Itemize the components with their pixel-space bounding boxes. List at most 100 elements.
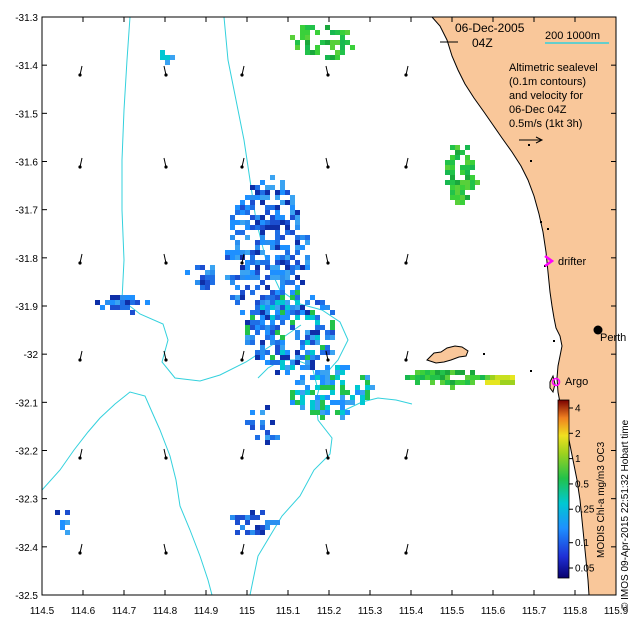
chl-pixel bbox=[285, 365, 290, 370]
chl-pixel bbox=[235, 210, 240, 215]
chl-pixel bbox=[295, 310, 300, 315]
chl-pixel bbox=[265, 525, 270, 530]
chl-pixel bbox=[270, 270, 275, 275]
chl-pixel bbox=[295, 290, 300, 295]
chl-pixel bbox=[500, 375, 505, 380]
chl-pixel bbox=[165, 55, 170, 60]
chl-pixel bbox=[275, 225, 280, 230]
chl-pixel bbox=[360, 375, 365, 380]
chl-pixel bbox=[335, 30, 340, 35]
chl-pixel bbox=[110, 305, 115, 310]
chl-pixel bbox=[280, 270, 285, 275]
chl-pixel bbox=[275, 190, 280, 195]
chl-pixel bbox=[305, 340, 310, 345]
chl-pixel bbox=[450, 145, 455, 150]
chl-pixel bbox=[280, 260, 285, 265]
chl-pixel bbox=[305, 235, 310, 240]
chl-pixel bbox=[265, 285, 270, 290]
chl-pixel bbox=[465, 180, 470, 185]
chl-pixel bbox=[265, 310, 270, 315]
chl-pixel bbox=[340, 365, 345, 370]
chl-pixel bbox=[265, 210, 270, 215]
chl-pixel bbox=[450, 185, 455, 190]
chl-pixel bbox=[260, 180, 265, 185]
colorbar-tick-label: 2 bbox=[575, 429, 581, 440]
velocity-arrow-head bbox=[240, 165, 244, 169]
chl-pixel bbox=[280, 320, 285, 325]
chl-pixel bbox=[255, 270, 260, 275]
chl-pixel bbox=[205, 275, 210, 280]
chl-pixel bbox=[320, 400, 325, 405]
chl-pixel bbox=[325, 385, 330, 390]
chl-pixel bbox=[320, 40, 325, 45]
chl-pixel bbox=[235, 275, 240, 280]
chl-pixel bbox=[325, 330, 330, 335]
chl-pixel bbox=[260, 425, 265, 430]
chl-pixel bbox=[280, 305, 285, 310]
chl-pixel bbox=[365, 390, 370, 395]
chl-pixel bbox=[335, 370, 340, 375]
chl-pixel bbox=[240, 200, 245, 205]
chl-pixel bbox=[275, 310, 280, 315]
chl-pixel bbox=[330, 30, 335, 35]
chl-pixel bbox=[255, 330, 260, 335]
chl-pixel bbox=[490, 380, 495, 385]
chl-pixel bbox=[285, 270, 290, 275]
chl-pixel bbox=[65, 510, 70, 515]
chl-pixel bbox=[405, 375, 410, 380]
chl-pixel bbox=[230, 220, 235, 225]
chl-pixel bbox=[325, 395, 330, 400]
chl-pixel bbox=[460, 165, 465, 170]
chl-pixel bbox=[270, 340, 275, 345]
chl-pixel bbox=[465, 185, 470, 190]
chl-pixel bbox=[465, 160, 470, 165]
chl-pixel bbox=[290, 230, 295, 235]
chl-pixel bbox=[315, 330, 320, 335]
chl-pixel bbox=[280, 200, 285, 205]
legend-text: Altimetric sealevel (0.1m contours) and … bbox=[509, 62, 598, 130]
chl-pixel bbox=[465, 175, 470, 180]
chl-pixel bbox=[300, 340, 305, 345]
chl-pixel bbox=[275, 340, 280, 345]
chl-pixel bbox=[300, 35, 305, 40]
velocity-arrow-head bbox=[404, 456, 408, 460]
chl-pixel bbox=[305, 350, 310, 355]
chl-pixel bbox=[295, 210, 300, 215]
chl-pixel bbox=[325, 25, 330, 30]
chl-pixel bbox=[295, 215, 300, 220]
velocity-arrow-head bbox=[404, 73, 408, 77]
chl-pixel bbox=[195, 280, 200, 285]
chl-pixel bbox=[260, 240, 265, 245]
chl-pixel bbox=[270, 295, 275, 300]
chl-pixel bbox=[440, 375, 445, 380]
chl-pixel bbox=[275, 245, 280, 250]
y-tick-label: -31.3 bbox=[15, 13, 38, 24]
chl-pixel bbox=[300, 280, 305, 285]
chl-pixel bbox=[265, 275, 270, 280]
chl-pixel bbox=[345, 400, 350, 405]
chl-pixel bbox=[305, 260, 310, 265]
chl-pixel bbox=[240, 290, 245, 295]
chl-pixel bbox=[335, 410, 340, 415]
perth-marker bbox=[593, 325, 603, 335]
chl-pixel bbox=[250, 425, 255, 430]
chl-pixel bbox=[235, 300, 240, 305]
chl-pixel bbox=[315, 405, 320, 410]
chl-pixel bbox=[275, 435, 280, 440]
chl-pixel bbox=[310, 350, 315, 355]
drifter-label: drifter bbox=[558, 256, 586, 268]
chl-pixel bbox=[260, 525, 265, 530]
x-tick-label: 114.9 bbox=[194, 606, 219, 617]
chl-pixel bbox=[445, 165, 450, 170]
x-tick-label: 114.7 bbox=[112, 606, 137, 617]
chl-pixel bbox=[260, 230, 265, 235]
chl-pixel bbox=[275, 235, 280, 240]
chl-pixel bbox=[250, 410, 255, 415]
chl-pixel bbox=[280, 350, 285, 355]
chl-pixel bbox=[315, 30, 320, 35]
chl-pixel bbox=[310, 390, 315, 395]
chl-pixel bbox=[295, 240, 300, 245]
chl-pixel bbox=[55, 510, 60, 515]
chl-pixel bbox=[265, 315, 270, 320]
chl-pixel bbox=[305, 40, 310, 45]
